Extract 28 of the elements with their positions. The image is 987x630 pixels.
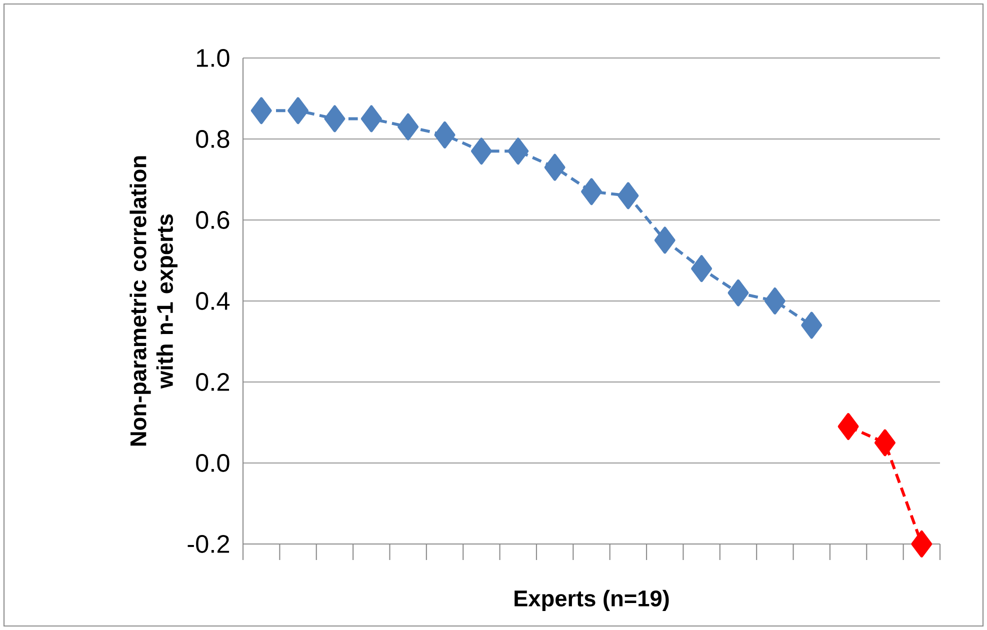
x-axis-title: Experts (n=19) xyxy=(514,590,669,611)
point xyxy=(911,530,932,558)
point xyxy=(764,288,786,314)
point xyxy=(288,97,309,124)
point xyxy=(434,121,456,148)
point xyxy=(618,182,639,210)
point xyxy=(874,429,896,456)
point xyxy=(508,138,529,165)
point xyxy=(398,113,419,140)
y-tick-label: -0.2 xyxy=(188,535,230,553)
point xyxy=(654,226,676,254)
y-tick-label: 0.0 xyxy=(196,454,230,472)
point xyxy=(581,178,602,206)
point xyxy=(324,105,346,132)
point xyxy=(838,413,859,440)
point xyxy=(250,97,272,124)
y-tick-label: 0.4 xyxy=(196,292,230,310)
point xyxy=(470,138,492,165)
y-tick-label: 1.0 xyxy=(197,49,230,67)
point xyxy=(544,154,566,181)
y-tick-label: 0.2 xyxy=(196,373,230,391)
y-tick-label: 0.8 xyxy=(196,130,230,148)
y-tick-label: 0.6 xyxy=(196,211,230,229)
y-axis-title: Non-parametric correlation with n-1 experts xyxy=(130,156,178,446)
point xyxy=(728,279,749,306)
point xyxy=(360,105,382,132)
point xyxy=(691,255,712,282)
point xyxy=(801,312,822,339)
